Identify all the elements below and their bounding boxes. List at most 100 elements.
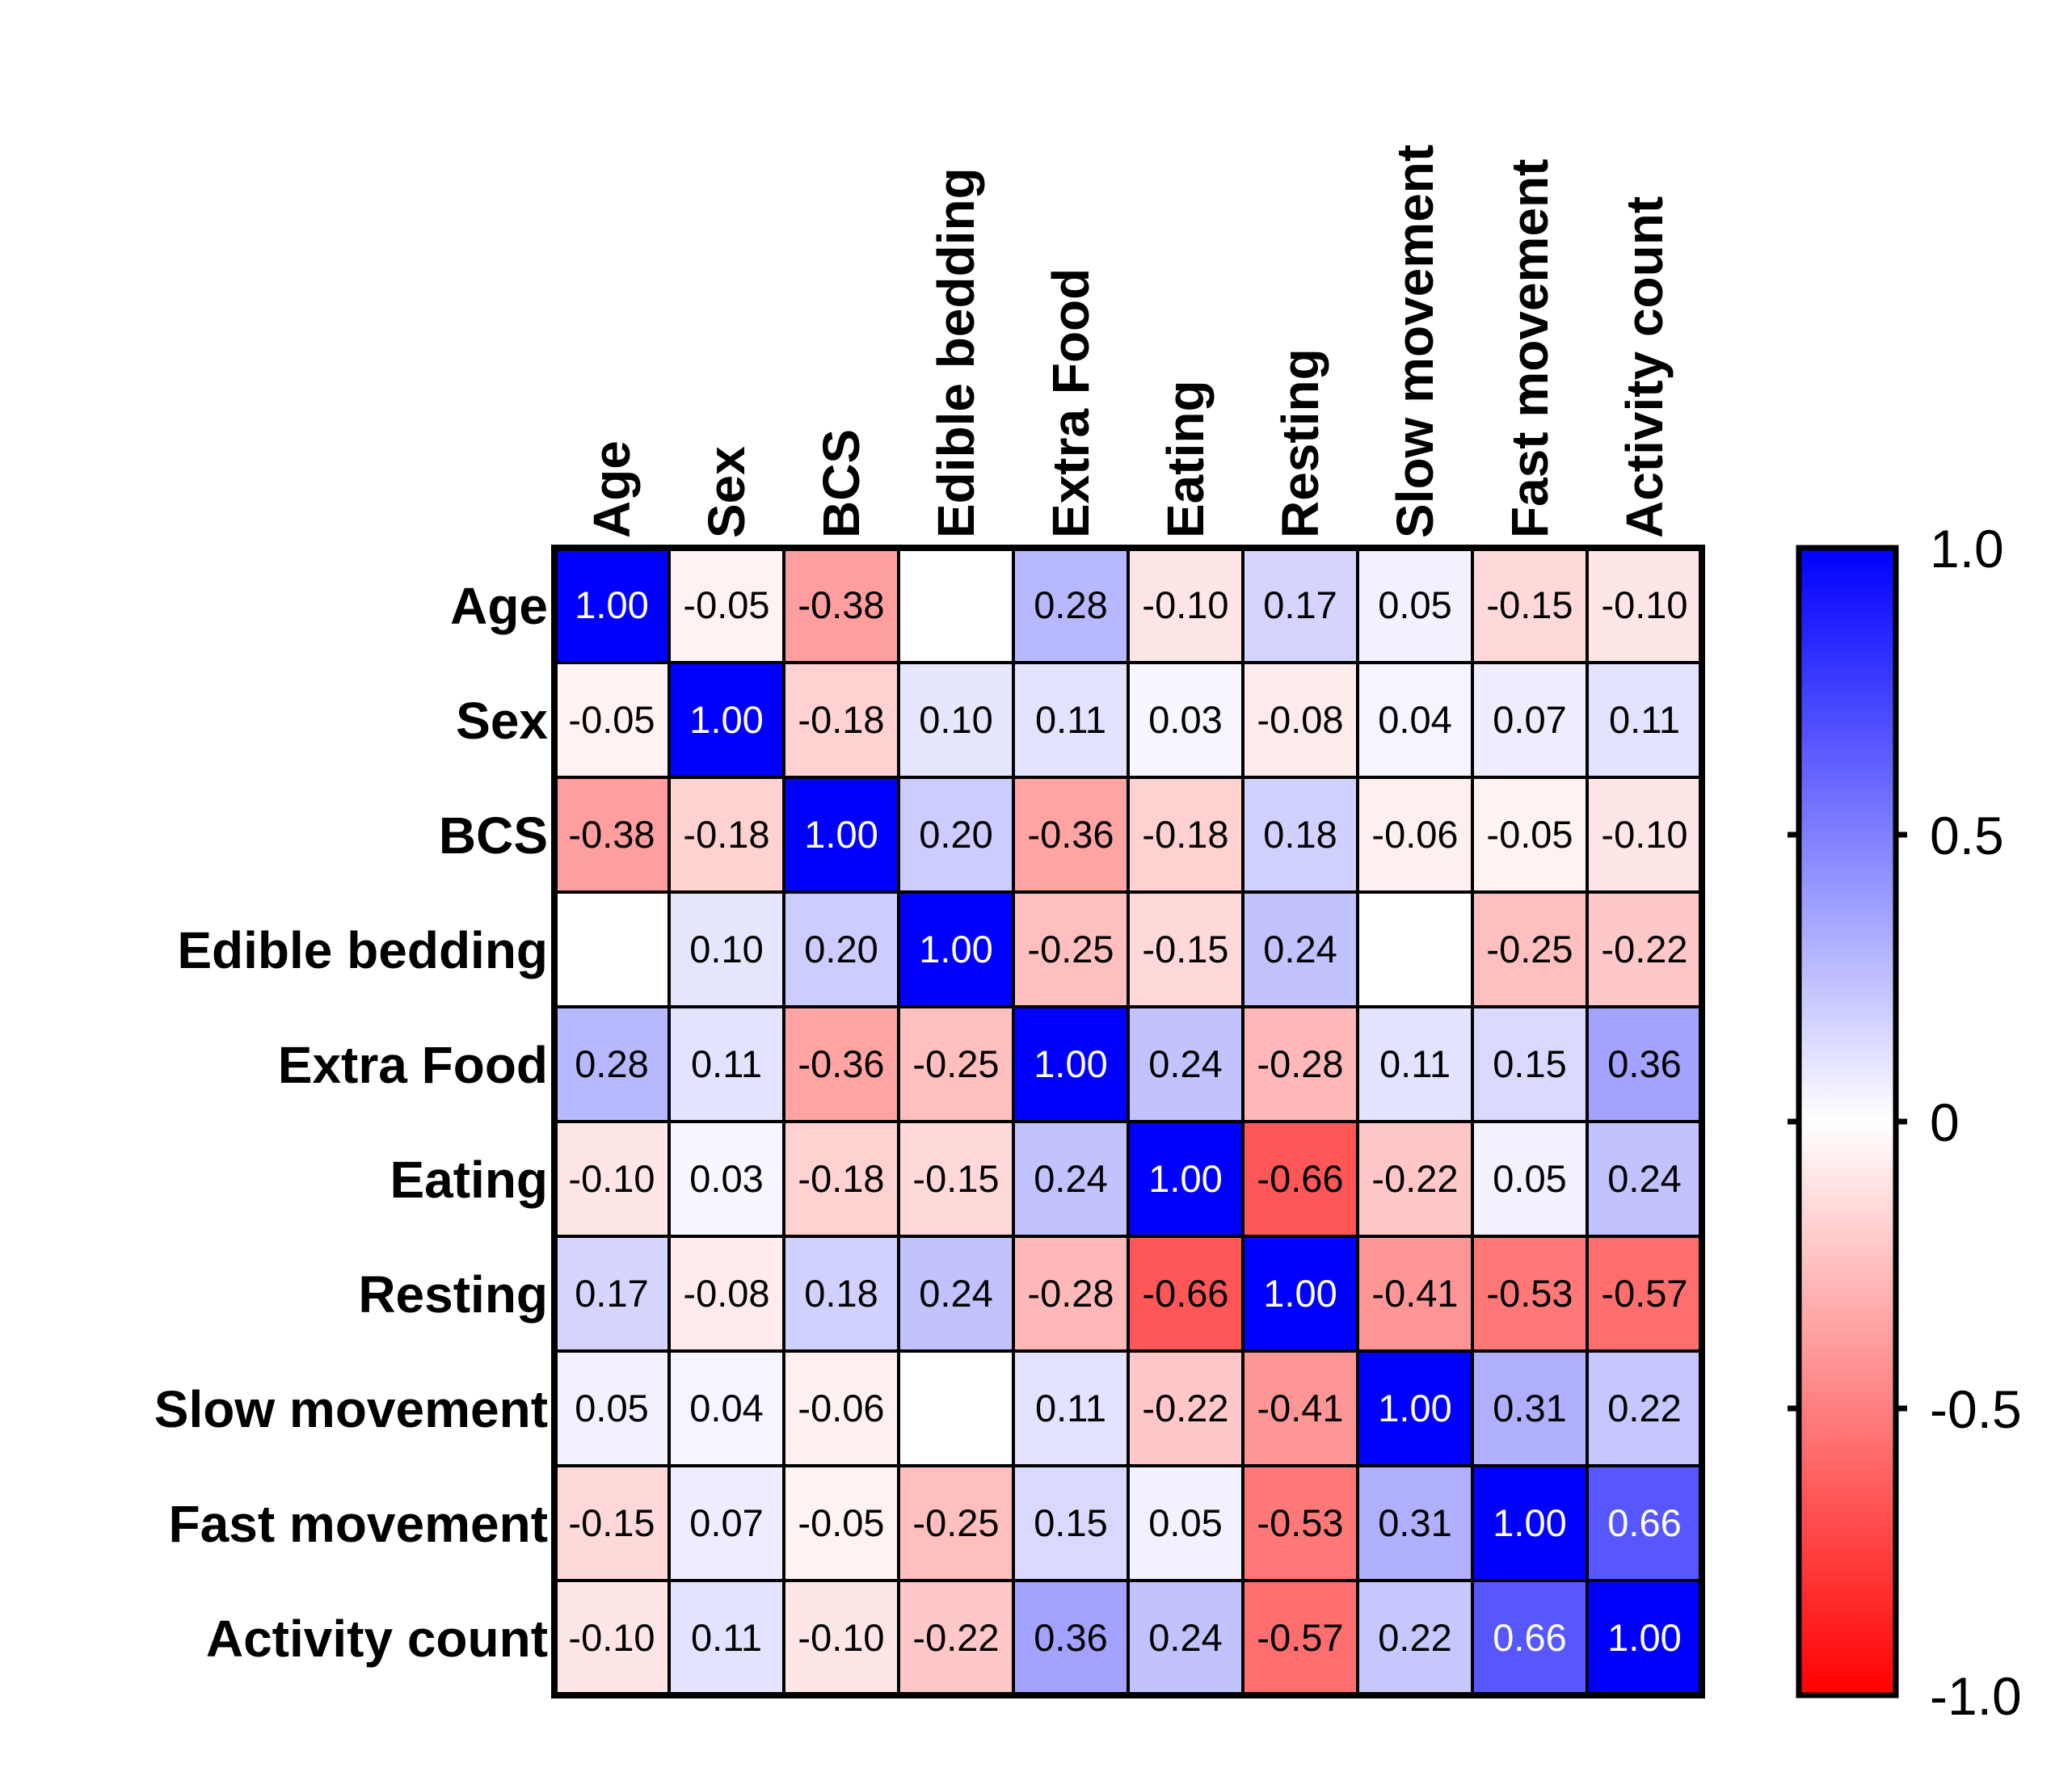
cell-value-label: 0.17 — [1263, 583, 1337, 626]
column-label-age: Age — [583, 440, 641, 538]
cell-value-label: 0.11 — [1035, 1387, 1106, 1429]
heatmap-cell-resting-edible-bedding — [897, 1235, 1015, 1353]
cell-value-label: 0.05 — [575, 1387, 648, 1429]
cell-value-label: 0.18 — [1263, 813, 1337, 856]
heatmap-cell-extra-food-activity-count — [1586, 1005, 1704, 1123]
cell-value-label: -0.18 — [798, 698, 884, 741]
heatmap-cell-resting-sex — [668, 1235, 785, 1353]
cell-value-label: -0.08 — [1257, 698, 1343, 741]
cell-value-label: 0.66 — [1493, 1616, 1566, 1659]
heatmap-cell-bcs-fast-movement — [1471, 776, 1589, 894]
colorbar-tick-label: -0.5 — [1930, 1379, 2022, 1439]
cell-value-label: 0.20 — [804, 928, 878, 970]
cell-value-label: 0.24 — [919, 1272, 992, 1315]
cell-value-label: 0.07 — [1493, 698, 1566, 741]
cell-value-label: -0.18 — [683, 813, 769, 856]
cell-value-label: -0.22 — [1371, 1157, 1458, 1200]
cell-value-label: -0.18 — [798, 1157, 884, 1200]
column-label-eating: Eating — [1156, 380, 1215, 538]
cell-value-label: 0.05 — [1493, 1157, 1566, 1200]
row-label-resting: Resting — [358, 1265, 548, 1324]
heatmap-cell-bcs-sex — [668, 776, 785, 894]
heatmap-cell-slow-movement-eating — [1127, 1349, 1244, 1467]
cell-value-label: -0.05 — [798, 1501, 884, 1544]
cell-value-label: -0.05 — [683, 583, 769, 626]
heatmap-cell-bcs-age — [553, 776, 671, 894]
cell-value-label: 0.36 — [1607, 1042, 1681, 1085]
cell-value-label: -0.38 — [798, 583, 884, 626]
heatmap-cell-resting-fast-movement — [1471, 1235, 1589, 1353]
heatmap-cell-extra-food-extra-food — [1012, 1005, 1130, 1123]
cell-value-label: -0.53 — [1257, 1501, 1343, 1544]
cell-value-label: -0.36 — [1027, 813, 1114, 856]
cell-value-label: 0.04 — [689, 1387, 763, 1429]
colorbar-tick-label: 1.0 — [1930, 519, 2004, 579]
cell-value-label: 0.10 — [919, 698, 992, 741]
cell-value-label: -0.15 — [568, 1501, 655, 1544]
cell-value-label: -0.66 — [1257, 1157, 1343, 1200]
column-label-extra-food: Extra Food — [1042, 268, 1100, 538]
cell-value-label: -0.38 — [568, 813, 655, 856]
row-label-age: Age — [450, 577, 548, 635]
heatmap-cell-fast-movement-slow-movement — [1356, 1464, 1474, 1582]
colorbar-tick-label: 0.5 — [1930, 806, 2004, 865]
cell-value-label: -0.05 — [1486, 813, 1573, 856]
cell-value-label: 0.31 — [1493, 1387, 1566, 1429]
cell-value-label: 0.05 — [1378, 583, 1451, 626]
heatmap-cell-age-edible-bedding — [897, 546, 1015, 664]
cell-value-label: 0.24 — [1263, 928, 1337, 970]
heatmap-cell-activity-count-fast-movement — [1471, 1579, 1589, 1697]
heatmap-cell-fast-movement-fast-movement — [1471, 1464, 1589, 1582]
row-label-eating: Eating — [390, 1151, 548, 1209]
heatmap-cell-bcs-activity-count — [1586, 776, 1704, 894]
column-labels: Age Sex BCS Edible bedding Extra Food Eating R… — [583, 145, 1674, 538]
heatmap-cell-slow-movement-age — [553, 1349, 671, 1467]
colorbar-gradient — [1796, 545, 1899, 1699]
cell-value-label: 0.28 — [575, 1042, 648, 1085]
cell-value-label: 0.17 — [575, 1272, 648, 1315]
heatmap-cell-age-sex — [668, 546, 785, 664]
cell-value-label: -0.57 — [1601, 1272, 1687, 1315]
heatmap-cell-extra-food-slow-movement — [1356, 1005, 1474, 1123]
colorbar-ticks: 1.0 0.5 0 -0.5 -1.0 — [1788, 519, 2022, 1726]
cell-value-label: -0.18 — [1142, 813, 1228, 856]
cell-value-label: -0.10 — [798, 1616, 884, 1659]
column-label-fast-movement: Fast movement — [1501, 159, 1559, 538]
cell-value-label: 0.11 — [691, 1616, 762, 1659]
heatmap-cell-extra-food-fast-movement — [1471, 1005, 1589, 1123]
row-label-extra-food: Extra Food — [278, 1036, 548, 1094]
cell-value-label: 0.20 — [919, 813, 992, 856]
cell-value-label: 1.00 — [919, 928, 992, 970]
heatmap-cell-slow-movement-slow-movement — [1356, 1349, 1474, 1467]
heatmap-cell-sex-slow-movement — [1356, 661, 1474, 779]
heatmap-cell-eating-fast-movement — [1471, 1120, 1589, 1238]
cell-value-label: -0.25 — [1027, 928, 1114, 970]
heatmap-cell-edible-bedding-fast-movement — [1471, 890, 1589, 1008]
cell-value-label: -0.10 — [568, 1157, 655, 1200]
cell-value-label: -0.15 — [1142, 928, 1228, 970]
heatmap-border — [551, 545, 1705, 1699]
heatmap-cell-slow-movement-fast-movement — [1471, 1349, 1589, 1467]
heatmap-cell-fast-movement-extra-food — [1012, 1464, 1130, 1582]
cell-value-label: -0.15 — [912, 1157, 999, 1200]
cell-value-label: -0.22 — [1601, 928, 1687, 970]
row-label-edible-bedding: Edible bedding — [177, 921, 548, 979]
colorbar-tick-label: -1.0 — [1930, 1666, 2022, 1726]
heatmap-cell-sex-extra-food — [1012, 661, 1130, 779]
cell-value-label: -0.28 — [1027, 1272, 1114, 1315]
cell-value-label: 0.66 — [1607, 1501, 1681, 1544]
cell-value-label: -0.57 — [1257, 1616, 1343, 1659]
cell-value-label: 0.24 — [1148, 1616, 1222, 1659]
heatmap-cell-sex-activity-count — [1586, 661, 1704, 779]
cell-value-label: 0.31 — [1378, 1501, 1451, 1544]
heatmap-cell-activity-count-extra-food — [1012, 1579, 1130, 1697]
cell-value-label: -0.53 — [1486, 1272, 1573, 1315]
column-label-resting: Resting — [1271, 348, 1329, 538]
cell-value-label: -0.10 — [1142, 583, 1228, 626]
cell-value-label: 0.03 — [1148, 698, 1222, 741]
cell-value-label: -0.25 — [912, 1501, 999, 1544]
colorbar-tick-label: 0 — [1930, 1092, 1960, 1152]
cell-value-label: 0.24 — [1148, 1042, 1222, 1085]
heatmap-cell-fast-movement-bcs — [782, 1464, 900, 1582]
cell-value-label: -0.15 — [1486, 583, 1573, 626]
